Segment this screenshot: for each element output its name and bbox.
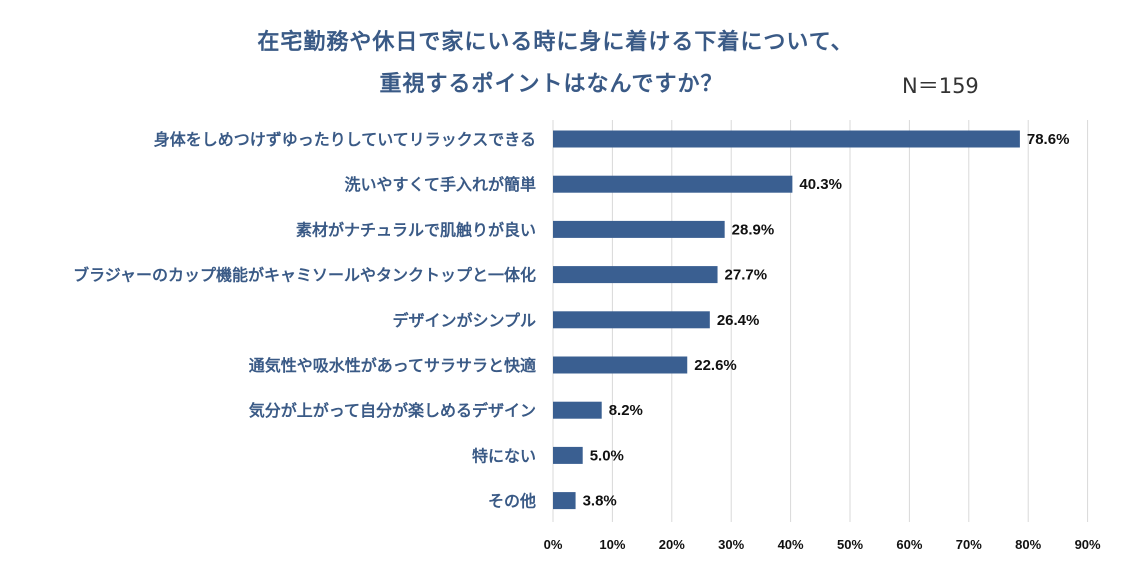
bar [553, 446, 583, 464]
bar-value-label: 28.9% [732, 221, 775, 238]
bar [553, 175, 793, 193]
chart-title-line-2: 重視するポイントはなんですか？ [379, 72, 724, 97]
bar-value-label: 22.6% [694, 357, 737, 374]
category-label: ブラジャーのカップ機能がキャミソールやタンクトップと一体化 [73, 266, 536, 285]
bar [553, 130, 1020, 148]
x-tick-label: 30% [718, 537, 744, 552]
bar-value-label: 8.2% [609, 402, 643, 419]
bar-value-label: 27.7% [725, 267, 768, 284]
bar [553, 220, 725, 238]
category-label: 身体をしめつけずゆったりしていてリラックスできる [154, 130, 536, 149]
category-label: 素材がナチュラルで肌触りが良い [296, 220, 536, 239]
bar-value-label: 26.4% [717, 312, 760, 329]
x-tick-label: 50% [837, 537, 863, 552]
bar [553, 401, 602, 419]
category-label: デザインがシンプル [392, 311, 536, 330]
bar-value-label: 3.8% [583, 493, 617, 510]
chart-title-line-1: 在宅勤務や休日で家にいる時に身に着ける下着について、 [257, 30, 854, 55]
category-label: 洗いやすくて手入れが簡単 [344, 175, 536, 194]
x-tick-label: 20% [659, 537, 685, 552]
category-label: 気分が上がって自分が楽しめるデザイン [249, 401, 536, 420]
x-tick-label: 0% [544, 537, 563, 552]
sample-size-label: N＝159 [902, 74, 979, 98]
x-tick-label: 40% [778, 537, 804, 552]
bar [553, 356, 688, 374]
bar [553, 492, 576, 510]
x-tick-label: 80% [1015, 537, 1041, 552]
category-label: 通気性や吸水性があってサラサラと快適 [249, 356, 536, 375]
bar-value-label: 40.3% [799, 176, 842, 193]
category-label: その他 [488, 492, 536, 511]
bar [553, 311, 710, 329]
category-label: 特にない [472, 446, 536, 465]
bar [553, 266, 718, 284]
x-tick-label: 10% [599, 537, 625, 552]
x-tick-label: 60% [896, 537, 922, 552]
bar-value-label: 78.6% [1027, 131, 1070, 148]
bar-value-label: 5.0% [590, 447, 624, 464]
x-tick-label: 90% [1075, 537, 1101, 552]
x-tick-label: 70% [956, 537, 982, 552]
